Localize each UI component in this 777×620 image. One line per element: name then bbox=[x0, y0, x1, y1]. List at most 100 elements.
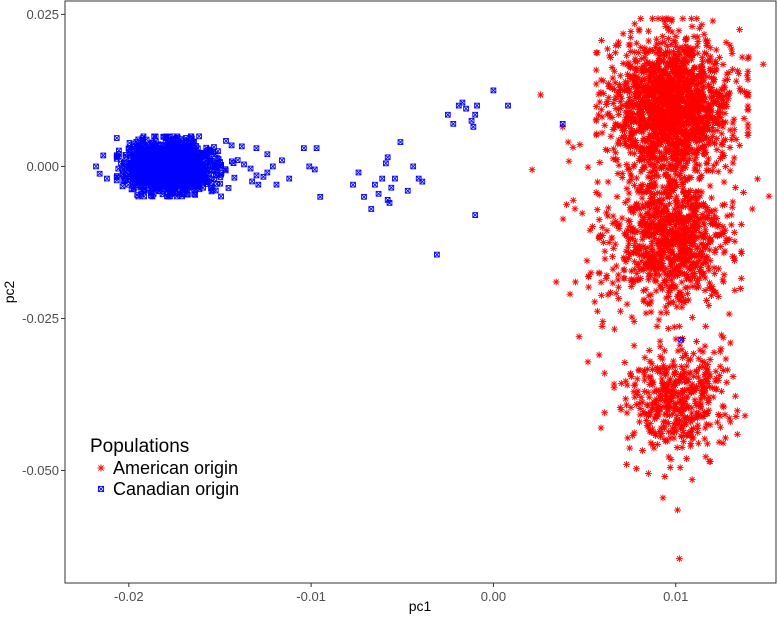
data-point bbox=[659, 94, 666, 101]
data-point bbox=[624, 410, 631, 417]
data-point bbox=[698, 66, 705, 73]
data-point bbox=[683, 249, 690, 256]
data-point bbox=[653, 172, 660, 179]
data-point bbox=[694, 217, 701, 224]
data-point bbox=[626, 445, 633, 452]
data-point bbox=[665, 101, 672, 108]
data-point bbox=[673, 193, 680, 200]
data-point bbox=[717, 363, 724, 370]
data-point bbox=[698, 405, 705, 412]
data-point bbox=[727, 340, 734, 347]
data-point bbox=[623, 258, 630, 265]
data-point bbox=[637, 15, 644, 22]
data-point bbox=[665, 454, 672, 461]
data-point bbox=[646, 381, 653, 388]
data-point bbox=[730, 373, 737, 380]
data-point bbox=[705, 380, 712, 387]
data-point bbox=[686, 175, 693, 182]
data-point bbox=[706, 394, 713, 401]
data-point bbox=[715, 265, 722, 272]
data-point bbox=[645, 38, 652, 45]
data-point bbox=[652, 133, 659, 140]
data-point bbox=[708, 194, 715, 201]
data-point bbox=[690, 425, 697, 432]
data-point bbox=[684, 75, 691, 82]
data-point bbox=[584, 257, 591, 264]
data-point bbox=[717, 413, 724, 420]
data-point bbox=[658, 52, 665, 59]
data-point bbox=[680, 438, 687, 445]
data-point bbox=[711, 140, 718, 147]
data-point bbox=[674, 444, 681, 451]
data-point bbox=[641, 354, 648, 361]
data-point bbox=[736, 142, 743, 149]
data-point bbox=[639, 447, 646, 454]
data-point bbox=[678, 279, 685, 286]
data-point bbox=[736, 85, 743, 92]
data-point bbox=[721, 271, 728, 278]
data-point bbox=[668, 166, 675, 173]
data-point bbox=[640, 287, 647, 294]
data-point bbox=[628, 135, 635, 142]
data-point bbox=[712, 289, 719, 296]
data-point bbox=[723, 379, 730, 386]
data-point bbox=[658, 387, 665, 394]
data-point bbox=[593, 67, 600, 74]
data-point bbox=[693, 225, 700, 232]
data-point bbox=[722, 411, 729, 418]
data-point bbox=[615, 111, 622, 118]
data-point bbox=[676, 27, 683, 34]
data-point bbox=[676, 212, 683, 219]
data-point bbox=[609, 75, 616, 82]
data-point bbox=[659, 136, 666, 143]
data-point bbox=[666, 403, 673, 410]
data-point bbox=[745, 121, 752, 128]
data-point bbox=[682, 36, 689, 43]
data-point bbox=[672, 254, 679, 261]
data-point bbox=[731, 287, 738, 294]
data-point bbox=[638, 55, 645, 62]
x-tick-label: 0.01 bbox=[663, 589, 688, 604]
data-point bbox=[598, 292, 605, 299]
data-point bbox=[648, 62, 655, 69]
y-axis-title: pc2 bbox=[1, 281, 17, 304]
data-point bbox=[594, 206, 601, 213]
data-point bbox=[694, 280, 701, 287]
data-point bbox=[606, 110, 613, 117]
data-point bbox=[714, 232, 721, 239]
data-point bbox=[611, 86, 618, 93]
data-point bbox=[741, 115, 748, 122]
data-point bbox=[665, 24, 672, 31]
data-point bbox=[648, 429, 655, 436]
data-point bbox=[622, 81, 629, 88]
data-point bbox=[630, 229, 637, 236]
data-point bbox=[635, 388, 642, 395]
data-point bbox=[603, 227, 610, 234]
data-point bbox=[688, 384, 695, 391]
data-point bbox=[693, 368, 700, 375]
data-point bbox=[630, 278, 637, 285]
data-point bbox=[651, 128, 658, 135]
data-point bbox=[679, 96, 686, 103]
y-axis-ticks: 0.0250.000-0.025-0.050 bbox=[22, 7, 65, 478]
data-point bbox=[653, 140, 660, 147]
data-point bbox=[621, 135, 628, 142]
data-point bbox=[673, 95, 680, 102]
data-point bbox=[720, 367, 727, 374]
data-point bbox=[611, 68, 618, 75]
data-point bbox=[606, 53, 613, 60]
data-point bbox=[671, 324, 678, 331]
data-point bbox=[631, 182, 638, 189]
data-point bbox=[749, 206, 756, 213]
data-point bbox=[733, 413, 740, 420]
data-point bbox=[669, 281, 676, 288]
y-tick-label: -0.025 bbox=[22, 311, 59, 326]
data-point bbox=[711, 270, 718, 277]
data-point bbox=[598, 425, 605, 432]
data-point bbox=[708, 84, 715, 91]
data-point bbox=[665, 325, 672, 332]
data-point bbox=[650, 260, 657, 267]
data-point bbox=[621, 359, 628, 366]
data-point bbox=[631, 81, 638, 88]
data-point bbox=[670, 358, 677, 365]
